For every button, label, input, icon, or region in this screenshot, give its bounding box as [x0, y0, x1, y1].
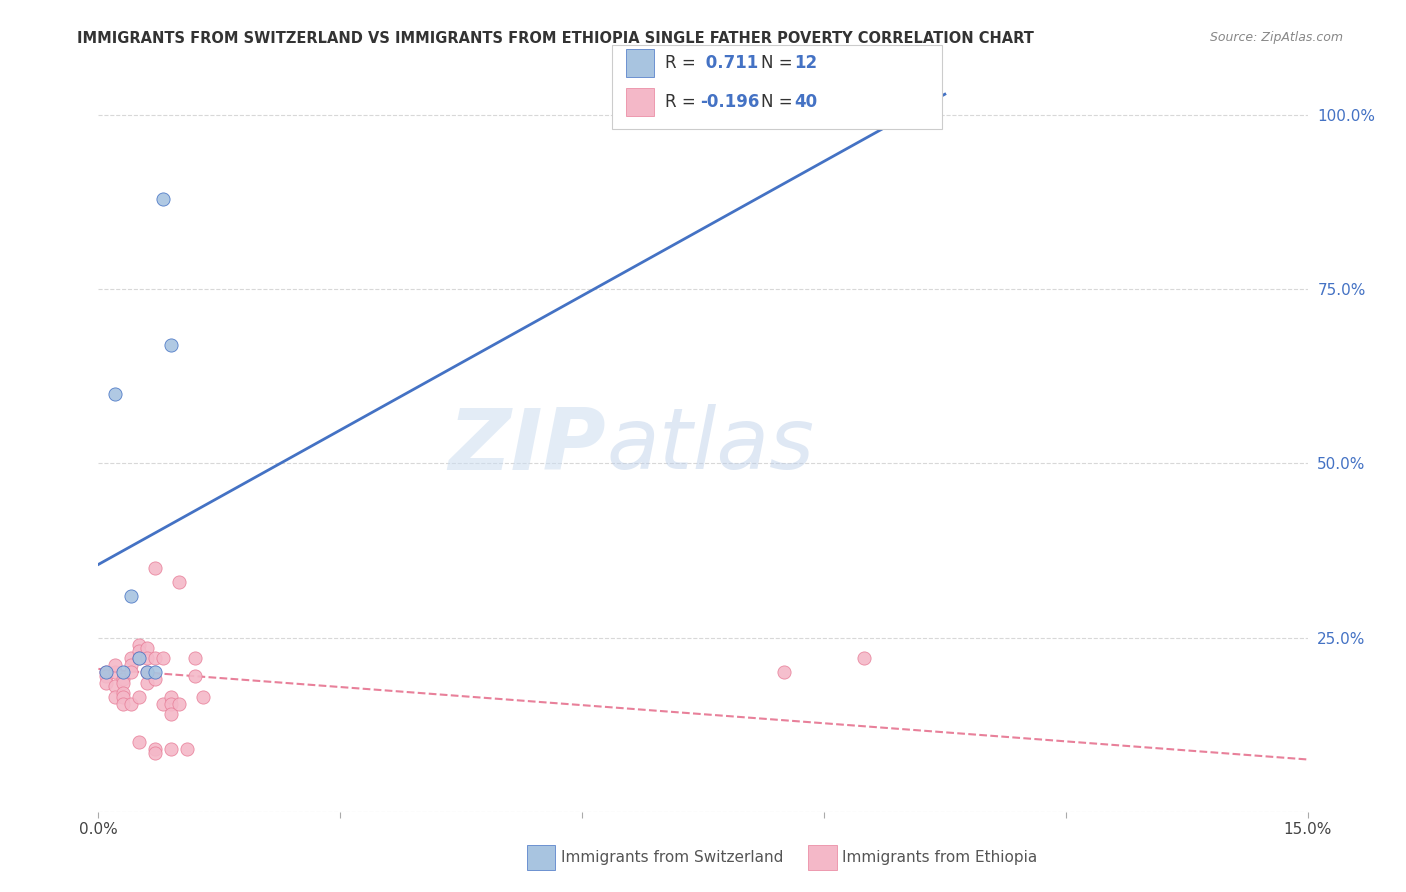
Point — [152, 651, 174, 665]
Text: 12: 12 — [794, 54, 817, 71]
Point — [120, 658, 142, 673]
Point — [111, 673, 134, 687]
Point — [103, 690, 125, 704]
Point — [135, 640, 157, 655]
Point — [160, 742, 183, 756]
Text: Immigrants from Ethiopia: Immigrants from Ethiopia — [842, 850, 1038, 864]
Point — [152, 697, 174, 711]
Point — [128, 638, 150, 652]
Point — [111, 686, 134, 700]
Point — [103, 658, 125, 673]
Point — [143, 665, 166, 680]
Point — [111, 665, 134, 680]
Point — [135, 651, 157, 665]
Text: N =: N = — [761, 93, 797, 111]
Point — [103, 386, 125, 401]
Point — [111, 697, 134, 711]
Point — [96, 665, 118, 680]
Point — [167, 574, 190, 589]
Point — [120, 651, 142, 665]
Point — [853, 651, 876, 665]
Point — [128, 651, 150, 665]
Text: IMMIGRANTS FROM SWITZERLAND VS IMMIGRANTS FROM ETHIOPIA SINGLE FATHER POVERTY CO: IMMIGRANTS FROM SWITZERLAND VS IMMIGRANT… — [77, 31, 1035, 46]
Text: 0.711: 0.711 — [700, 54, 758, 71]
Point — [143, 651, 166, 665]
Point — [893, 108, 915, 122]
Point — [111, 676, 134, 690]
Text: ZIP: ZIP — [449, 404, 606, 488]
Point — [160, 338, 183, 352]
Point — [152, 192, 174, 206]
Point — [772, 665, 794, 680]
Point — [128, 651, 150, 665]
Text: -0.196: -0.196 — [700, 93, 759, 111]
Text: Immigrants from Switzerland: Immigrants from Switzerland — [561, 850, 783, 864]
Point — [128, 644, 150, 658]
Point — [128, 735, 150, 749]
Point — [96, 669, 118, 683]
Point — [96, 665, 118, 680]
Point — [120, 665, 142, 680]
Point — [143, 742, 166, 756]
Text: R =: R = — [665, 93, 702, 111]
Point — [160, 690, 183, 704]
Point — [135, 665, 157, 680]
Point — [120, 697, 142, 711]
Text: atlas: atlas — [606, 404, 814, 488]
Point — [143, 673, 166, 687]
Text: 40: 40 — [794, 93, 817, 111]
Point — [135, 676, 157, 690]
Point — [193, 690, 215, 704]
Point — [103, 665, 125, 680]
Point — [135, 665, 157, 680]
Point — [120, 589, 142, 603]
Text: N =: N = — [761, 54, 797, 71]
Point — [160, 697, 183, 711]
Point — [176, 742, 198, 756]
Point — [103, 679, 125, 693]
Point — [143, 746, 166, 760]
Point — [160, 707, 183, 722]
Point — [167, 697, 190, 711]
Point — [128, 690, 150, 704]
Point — [143, 561, 166, 575]
Point — [111, 690, 134, 704]
Text: R =: R = — [665, 54, 702, 71]
Point — [96, 676, 118, 690]
Point — [184, 651, 207, 665]
Point — [184, 669, 207, 683]
Text: Source: ZipAtlas.com: Source: ZipAtlas.com — [1209, 31, 1343, 45]
